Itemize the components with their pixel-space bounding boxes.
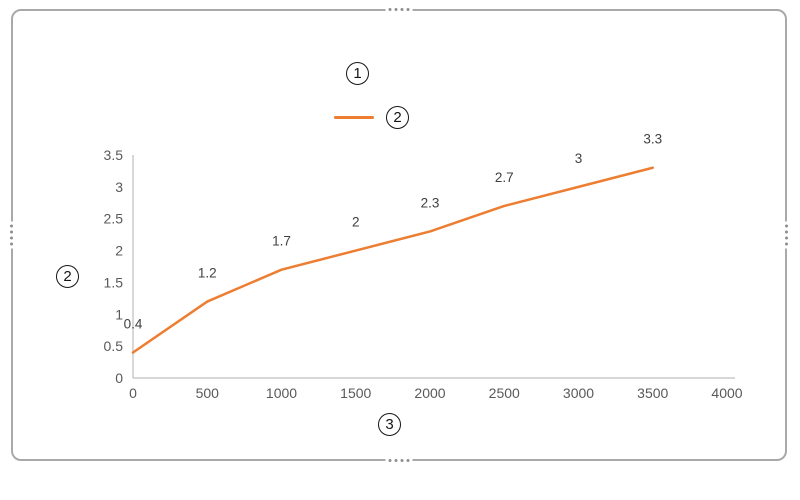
y-axis-tick-label: 0	[115, 370, 123, 386]
legend[interactable]: 2	[334, 105, 409, 129]
resize-handle-top[interactable]	[385, 7, 413, 12]
x-axis-tick-label: 3000	[563, 385, 594, 401]
x-axis-tick-label: 2500	[489, 385, 520, 401]
chart-selection-frame[interactable]	[9, 7, 789, 463]
data-label: 3.3	[643, 132, 662, 147]
x-axis-tick-label: 2000	[414, 385, 445, 401]
data-label: 2	[352, 215, 360, 230]
y-axis-tick-label: 1.5	[104, 274, 124, 290]
legend-series-line-swatch	[334, 115, 374, 119]
data-label: 2.7	[495, 170, 514, 185]
y-axis-tick-label: 3	[115, 179, 123, 195]
data-label: 1.2	[198, 266, 217, 281]
x-axis-tick-label: 500	[196, 385, 220, 401]
x-axis-tick-label: 4000	[711, 385, 742, 401]
data-label: 0.4	[124, 317, 143, 332]
y-axis-title-placeholder[interactable]: 2	[56, 265, 79, 288]
x-axis-tick-label: 0	[129, 385, 137, 401]
y-axis-tick-label: 1	[115, 306, 123, 322]
x-axis-title-placeholder[interactable]: 3	[378, 413, 401, 436]
y-axis-tick-label: 3.5	[104, 147, 124, 163]
y-axis-tick-label: 0.5	[104, 338, 124, 354]
series-line[interactable]	[131, 166, 654, 354]
x-axis-tick-label: 1000	[266, 385, 297, 401]
chart-title-placeholder[interactable]: 1	[346, 62, 369, 85]
x-axis-tick-label: 3500	[637, 385, 668, 401]
data-label: 3	[575, 151, 583, 166]
y-axis-tick-label: 2.5	[104, 211, 124, 227]
data-label: 1.7	[272, 234, 291, 249]
resize-handle-left[interactable]	[9, 221, 14, 249]
resize-handle-right[interactable]	[784, 221, 789, 249]
x-axis-tick-label: 1500	[340, 385, 371, 401]
resize-handle-bottom[interactable]	[385, 458, 413, 463]
y-axis-tick-label: 2	[115, 243, 123, 259]
data-label: 2.3	[421, 195, 440, 210]
legend-label-placeholder[interactable]: 2	[386, 105, 409, 129]
